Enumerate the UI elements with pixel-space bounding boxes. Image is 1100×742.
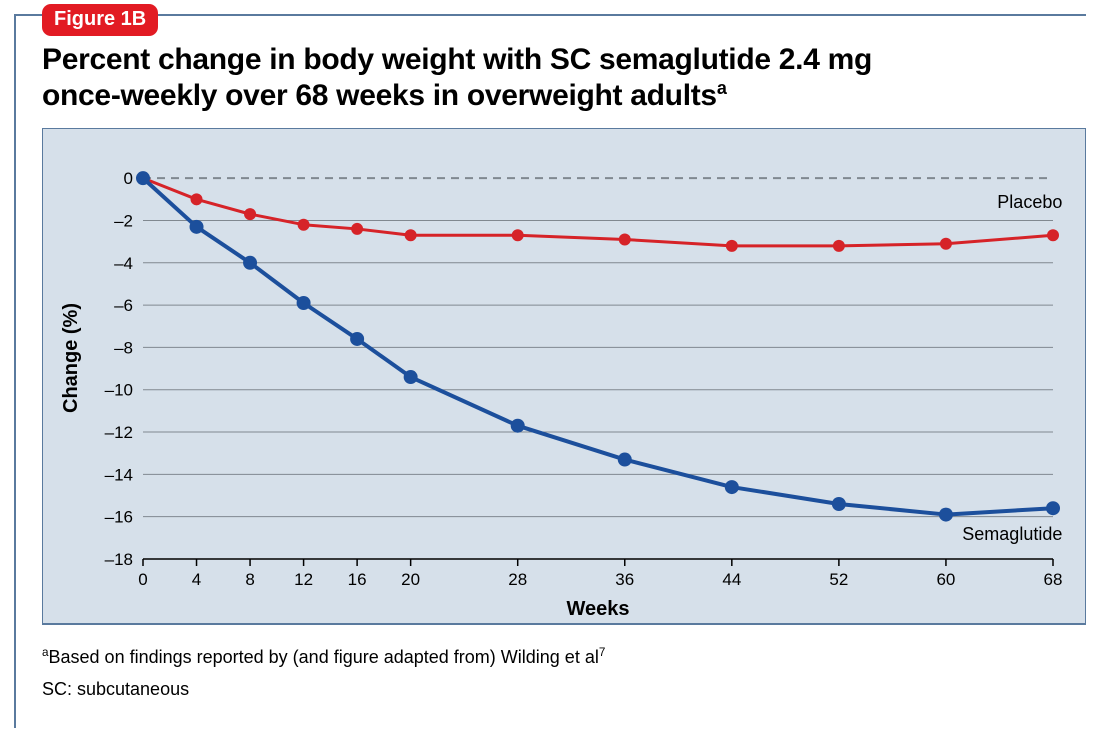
svg-text:Placebo: Placebo bbox=[997, 192, 1062, 212]
figure-badge-label: Figure 1B bbox=[54, 8, 146, 30]
footnote-2: SC: subcutaneous bbox=[42, 673, 1086, 705]
svg-text:Change (%): Change (%) bbox=[60, 303, 82, 413]
footnote-1: aBased on findings reported by (and figu… bbox=[42, 641, 1086, 673]
svg-text:–4: –4 bbox=[114, 254, 133, 273]
svg-text:Weeks: Weeks bbox=[566, 598, 629, 620]
svg-text:20: 20 bbox=[401, 570, 420, 589]
svg-text:60: 60 bbox=[936, 570, 955, 589]
svg-text:–18: –18 bbox=[105, 550, 133, 569]
svg-text:–2: –2 bbox=[114, 211, 133, 230]
svg-text:Semaglutide: Semaglutide bbox=[962, 524, 1062, 544]
title-line2: once-weekly over 68 weeks in overweight … bbox=[42, 79, 717, 112]
svg-text:–14: –14 bbox=[105, 465, 133, 484]
svg-text:16: 16 bbox=[348, 570, 367, 589]
title-sup: a bbox=[717, 78, 727, 98]
line-chart: 0 4 8 12 16 20 28 36 44 52 60 68 Weeks 0 –2 –4 –6 –8 –10 –1… bbox=[43, 129, 1087, 623]
svg-text:52: 52 bbox=[829, 570, 848, 589]
chart-container: 0 4 8 12 16 20 28 36 44 52 60 68 Weeks 0 –2 –4 –6 –8 –10 –1… bbox=[42, 128, 1086, 624]
figure-badge: Figure 1B bbox=[42, 4, 158, 36]
footnote-1-text: Based on findings reported by (and figur… bbox=[49, 647, 599, 667]
svg-text:–10: –10 bbox=[105, 381, 133, 400]
svg-text:8: 8 bbox=[245, 570, 254, 589]
svg-text:–6: –6 bbox=[114, 296, 133, 315]
svg-text:28: 28 bbox=[508, 570, 527, 589]
footnotes: aBased on findings reported by (and figu… bbox=[42, 624, 1086, 706]
svg-text:4: 4 bbox=[192, 570, 201, 589]
svg-text:12: 12 bbox=[294, 570, 313, 589]
svg-text:–16: –16 bbox=[105, 508, 133, 527]
svg-text:44: 44 bbox=[722, 570, 741, 589]
svg-text:0: 0 bbox=[138, 570, 147, 589]
svg-text:68: 68 bbox=[1044, 570, 1063, 589]
title-line1: Percent change in body weight with SC se… bbox=[42, 43, 872, 76]
footnote-1-ref: 7 bbox=[599, 646, 606, 659]
svg-text:36: 36 bbox=[615, 570, 634, 589]
figure-title: Percent change in body weight with SC se… bbox=[42, 42, 1042, 114]
svg-text:0: 0 bbox=[124, 169, 133, 188]
svg-text:–8: –8 bbox=[114, 338, 133, 357]
svg-text:–12: –12 bbox=[105, 423, 133, 442]
